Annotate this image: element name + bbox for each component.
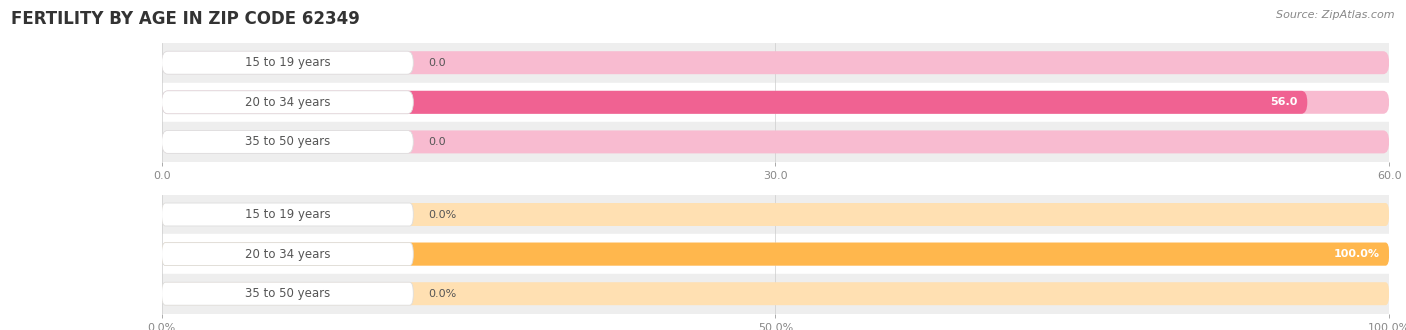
FancyBboxPatch shape [162,51,413,74]
Text: 15 to 19 years: 15 to 19 years [245,208,330,221]
Text: 15 to 19 years: 15 to 19 years [245,56,330,69]
FancyBboxPatch shape [162,243,413,266]
FancyBboxPatch shape [162,282,1389,305]
Bar [162,43,1389,82]
FancyBboxPatch shape [162,203,413,226]
Text: 56.0: 56.0 [1270,97,1298,107]
Text: 35 to 50 years: 35 to 50 years [245,287,330,300]
FancyBboxPatch shape [162,91,1308,114]
FancyBboxPatch shape [162,282,413,305]
FancyBboxPatch shape [162,243,1389,266]
FancyBboxPatch shape [162,91,413,114]
Text: 0.0%: 0.0% [427,289,457,299]
FancyBboxPatch shape [162,91,1389,114]
Text: 0.0: 0.0 [427,137,446,147]
FancyBboxPatch shape [162,51,1389,74]
FancyBboxPatch shape [162,130,413,153]
Text: FERTILITY BY AGE IN ZIP CODE 62349: FERTILITY BY AGE IN ZIP CODE 62349 [11,10,360,28]
Bar [162,195,1389,234]
Text: 20 to 34 years: 20 to 34 years [245,248,330,261]
Bar [162,274,1389,314]
Bar [162,122,1389,162]
Text: 0.0%: 0.0% [427,210,457,219]
FancyBboxPatch shape [162,130,1389,153]
Text: 0.0: 0.0 [427,58,446,68]
FancyBboxPatch shape [162,203,1389,226]
Text: Source: ZipAtlas.com: Source: ZipAtlas.com [1277,10,1395,20]
Bar [162,82,1389,122]
Text: 35 to 50 years: 35 to 50 years [245,135,330,148]
FancyBboxPatch shape [162,243,1389,266]
Text: 20 to 34 years: 20 to 34 years [245,96,330,109]
Bar [162,234,1389,274]
Text: 100.0%: 100.0% [1333,249,1379,259]
